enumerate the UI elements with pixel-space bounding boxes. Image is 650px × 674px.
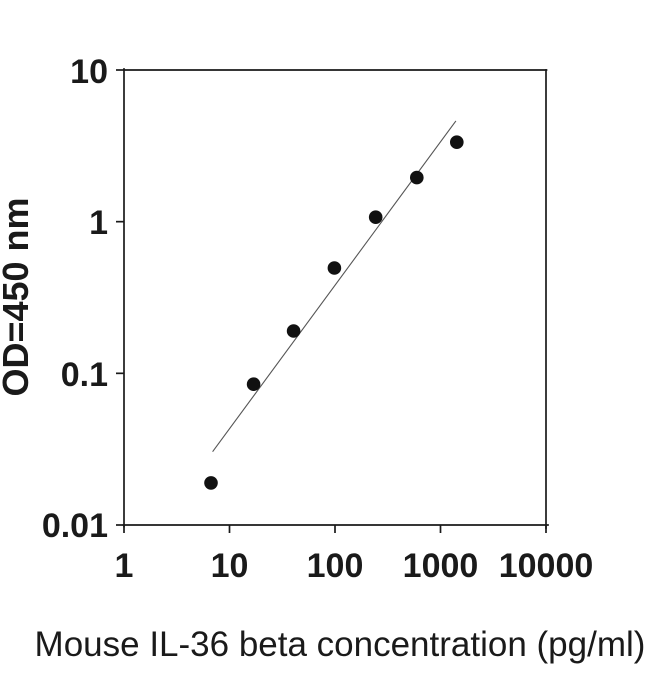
svg-text:0.1: 0.1 xyxy=(61,356,108,394)
svg-text:0.01: 0.01 xyxy=(42,507,108,545)
svg-text:10000: 10000 xyxy=(499,547,594,585)
svg-text:10: 10 xyxy=(70,53,108,91)
svg-text:10: 10 xyxy=(211,547,249,585)
svg-text:1: 1 xyxy=(89,204,108,242)
svg-text:1: 1 xyxy=(115,547,134,585)
svg-text:1000: 1000 xyxy=(403,547,479,585)
svg-text:100: 100 xyxy=(307,547,364,585)
svg-text:Mouse IL-36 beta concentratio: Mouse IL-36 beta concentration (pg/ml) xyxy=(35,625,646,664)
svg-text:OD=450 nm: OD=450 nm xyxy=(0,197,36,396)
